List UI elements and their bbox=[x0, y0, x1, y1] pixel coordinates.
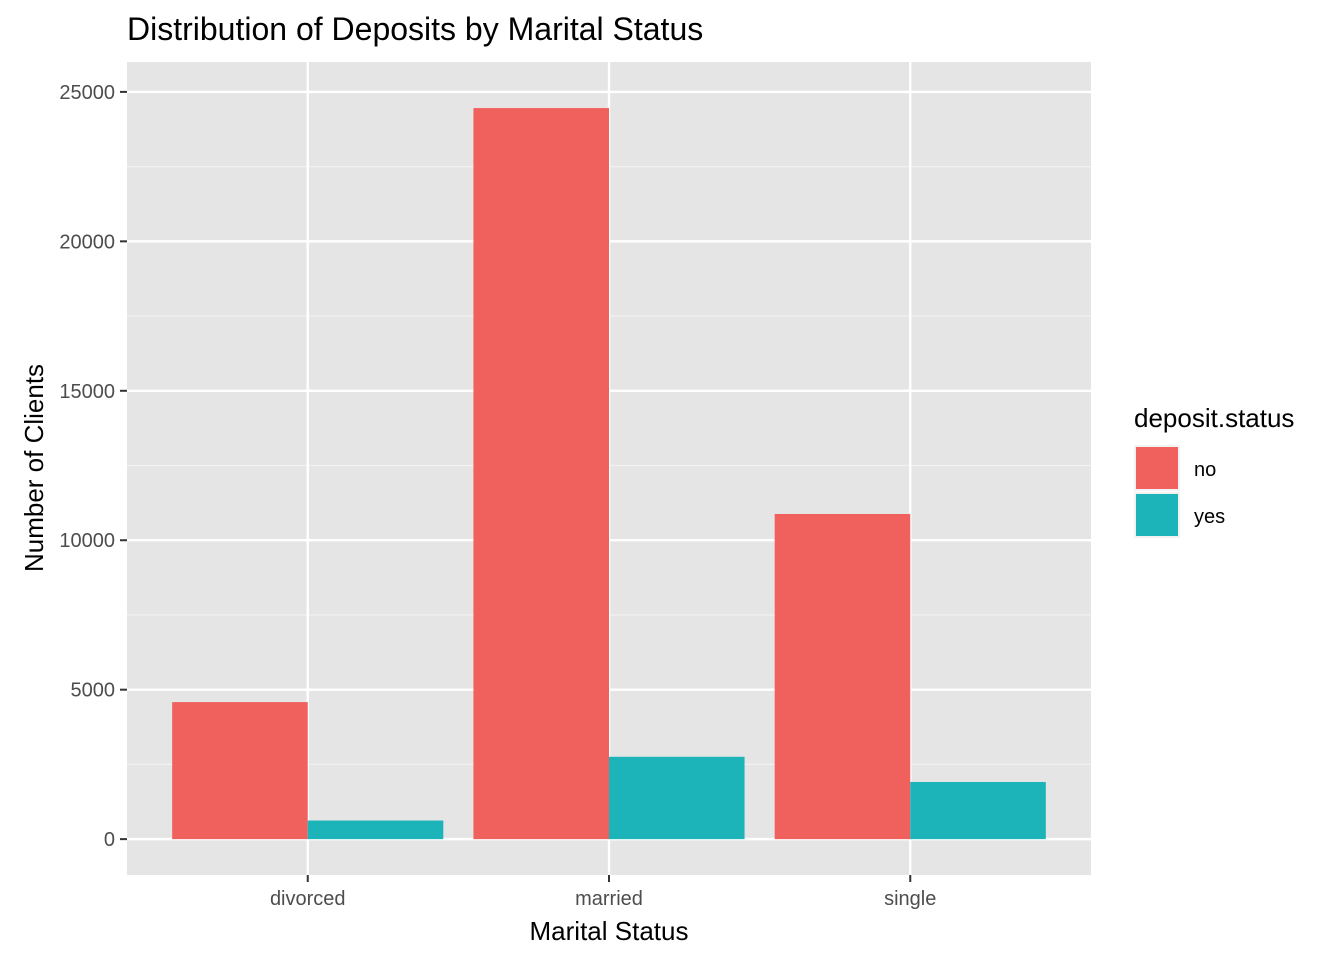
y-tick-label: 25000 bbox=[59, 82, 115, 104]
legend-label-no: no bbox=[1194, 459, 1216, 481]
legend-key-yes bbox=[1136, 494, 1178, 536]
x-axis-title: Marital Status bbox=[530, 916, 689, 946]
legend-title: deposit.status bbox=[1134, 403, 1294, 433]
bar-yes-divorced bbox=[307, 820, 444, 840]
x-axis: divorced married single bbox=[270, 875, 936, 910]
y-tick-label: 20000 bbox=[59, 231, 115, 253]
y-tick-label: 0 bbox=[104, 829, 115, 851]
bar-yes-married bbox=[609, 756, 745, 840]
x-tick-label: single bbox=[884, 888, 936, 910]
chart-title: Distribution of Deposits by Marital Stat… bbox=[127, 11, 703, 47]
bar-no-single bbox=[774, 513, 911, 840]
legend-label-yes: yes bbox=[1194, 506, 1225, 528]
y-axis: 0 5000 10000 15000 20000 25000 bbox=[59, 82, 127, 851]
bar-yes-single bbox=[910, 781, 1046, 840]
bar-no-divorced bbox=[172, 702, 308, 840]
y-tick-label: 5000 bbox=[71, 680, 116, 702]
y-tick-label: 10000 bbox=[59, 530, 115, 552]
x-tick-label: divorced bbox=[270, 888, 346, 910]
y-tick-label: 15000 bbox=[59, 381, 115, 403]
bars bbox=[172, 108, 1046, 840]
y-axis-title: Number of Clients bbox=[19, 364, 49, 572]
legend-key-no bbox=[1136, 447, 1178, 489]
bar-no-married bbox=[473, 108, 609, 840]
x-tick-label: married bbox=[575, 888, 643, 910]
legend: deposit.status no yes bbox=[1134, 403, 1294, 538]
